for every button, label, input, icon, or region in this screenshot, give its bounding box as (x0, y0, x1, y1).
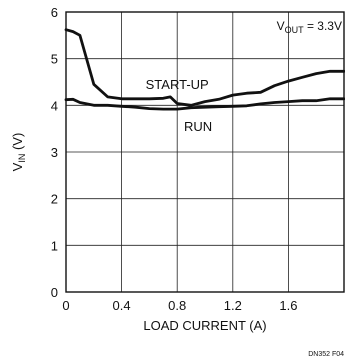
y-tick-label: 5 (51, 52, 58, 67)
x-tick-label: 1.2 (224, 298, 242, 313)
series-label-run: RUN (184, 119, 212, 134)
series-label-start-up: START-UP (146, 77, 209, 92)
y-tick-label: 4 (51, 98, 58, 113)
vout-annotation-main: V (277, 19, 285, 33)
x-tick-label: 0.8 (168, 298, 186, 313)
figure-id: DN352 F04 (308, 351, 344, 358)
series-lines (64, 28, 345, 111)
series-line-run (64, 97, 345, 111)
y-tick-label: 6 (51, 5, 58, 20)
x-axis-title: LOAD CURRENT (A) (143, 318, 266, 333)
vout-annotation-rest: = 3.3V (304, 19, 342, 33)
vout-annotation: VOUT = 3.3V (277, 19, 342, 35)
y-tick-label: 1 (51, 238, 58, 253)
x-tick-label: 0.4 (113, 298, 131, 313)
y-axis-title-main: V (10, 162, 25, 171)
y-tick-label: 2 (51, 192, 58, 207)
y-axis-title-sub: IN (17, 154, 27, 163)
series-line-start-up (64, 28, 345, 107)
grid (66, 12, 344, 292)
y-tick-label: 0 (51, 285, 58, 300)
y-axis-title-unit: (V) (10, 133, 25, 154)
y-tick-labels: 0 1 2 3 4 5 6 (51, 5, 58, 300)
vout-annotation-sub: OUT (285, 25, 305, 35)
x-tick-label: 0 (62, 298, 69, 313)
y-axis-title: VIN (V) (10, 133, 27, 172)
x-tick-label: 1.6 (279, 298, 297, 313)
x-tick-labels: 0 0.4 0.8 1.2 1.6 (62, 298, 297, 313)
plot-frame (65, 11, 345, 293)
y-tick-label: 3 (51, 145, 58, 160)
